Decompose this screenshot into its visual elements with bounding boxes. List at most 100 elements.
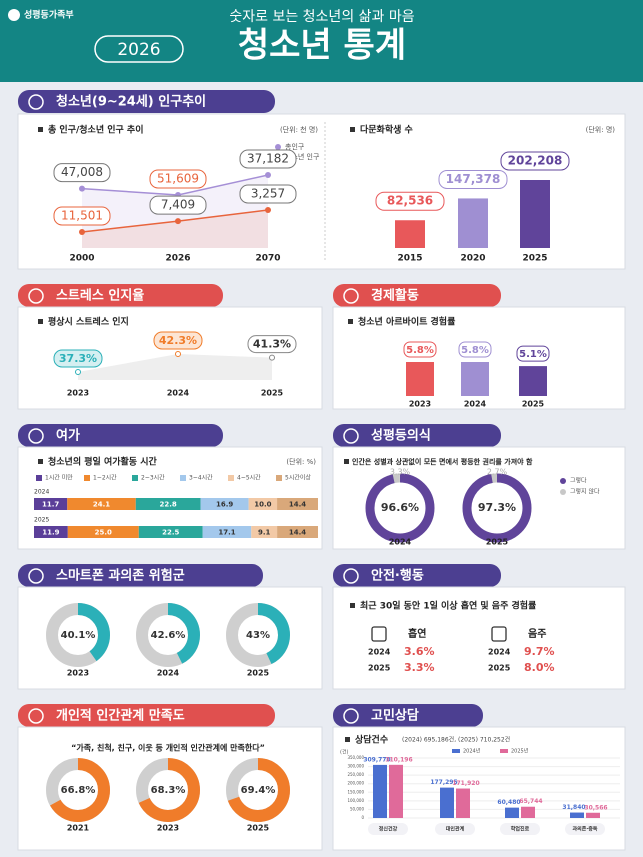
section-heading: 성평등의식 xyxy=(371,428,431,444)
value-label: 309,770 xyxy=(363,756,390,763)
section-heading-bg xyxy=(18,284,223,307)
row-label: 2024 xyxy=(368,648,391,657)
bar xyxy=(519,366,547,396)
x-tick-label: 대인관계 xyxy=(446,826,465,833)
year: 2026 xyxy=(117,40,160,60)
x-tick-label: 2025 xyxy=(486,538,509,547)
value-label: 5.1% xyxy=(519,349,547,360)
value-label: 3.6% xyxy=(404,645,435,658)
x-tick-label: 2023 xyxy=(67,669,89,678)
donut-segment xyxy=(136,758,200,822)
subtitle: 숫자로 보는 청소년의 삶과 마음 xyxy=(229,9,414,25)
x-tick-label: 2024 xyxy=(389,538,412,547)
panel xyxy=(332,586,626,690)
legend-label: 2024년 xyxy=(463,748,481,755)
legend-label: 5시간이상 xyxy=(285,474,311,482)
section-heading-bg xyxy=(18,90,275,113)
section-heading: 여가 xyxy=(56,428,80,444)
section-heading-bg xyxy=(333,564,501,587)
bar-segment xyxy=(138,526,203,538)
bar-segment xyxy=(277,498,318,510)
label: (단위: 천 명) xyxy=(280,125,318,134)
section-heading: 스마트폰 과의존 위험군 xyxy=(56,568,185,584)
value-label: 5.8% xyxy=(461,345,489,356)
bullet xyxy=(345,737,350,742)
bar xyxy=(395,220,425,248)
value-box xyxy=(458,341,492,358)
sub-title: 인간은 성별과 상관없이 모든 면에서 평등한 권리를 가져야 함 xyxy=(352,457,533,466)
x-tick-label: 2070 xyxy=(255,254,280,264)
header-band xyxy=(0,0,643,82)
donut-segment xyxy=(46,758,110,822)
row-label: 2024 xyxy=(34,489,49,496)
x-tick-label: 2025 xyxy=(247,824,270,833)
y-tick-label: 200,000 xyxy=(347,781,364,786)
value-box xyxy=(149,169,207,189)
value-label: 10.0 xyxy=(254,501,271,509)
section-heading: 고민상담 xyxy=(371,708,419,724)
bar xyxy=(461,362,489,396)
label: (단위: 명) xyxy=(586,125,616,134)
legend-swatch xyxy=(84,475,90,481)
value-label: 42.6% xyxy=(151,630,186,641)
label: (단위: %) xyxy=(286,457,316,466)
category-pill xyxy=(435,823,475,835)
y-tick-label: 300,000 xyxy=(347,764,364,769)
bullet xyxy=(344,459,349,464)
donut-segment xyxy=(136,603,200,667)
value-label: 177,295 xyxy=(430,779,457,786)
value-label: 14.4 xyxy=(289,529,306,537)
bar-segment xyxy=(67,498,136,510)
category-pill xyxy=(500,823,540,835)
value-label: 3.3% xyxy=(390,468,411,477)
x-tick-label: 2025 xyxy=(522,400,545,409)
bar xyxy=(586,812,600,818)
x-tick-label: 2024 xyxy=(157,669,180,678)
value-label: 47,008 xyxy=(61,165,103,179)
y-tick-label: 50,000 xyxy=(350,806,364,811)
bar xyxy=(406,362,434,396)
bar xyxy=(373,764,387,818)
value-label: 3.3% xyxy=(404,661,435,674)
x-tick-label: 학업진로 xyxy=(511,826,530,833)
bar-segment xyxy=(202,526,252,538)
value-label: 43% xyxy=(246,630,270,641)
section-icon xyxy=(28,568,44,584)
item-name: 음주 xyxy=(528,628,546,640)
legend-label: 2~3시간 xyxy=(141,474,165,482)
value-label: 69.4% xyxy=(241,785,276,796)
legend-label: 1시간 미만 xyxy=(45,474,73,482)
x-tick-label: 2025 xyxy=(522,254,547,264)
bar-segment xyxy=(67,526,139,538)
value-label: 147,378 xyxy=(446,172,501,186)
section-icon xyxy=(28,94,44,110)
bullet xyxy=(350,127,355,132)
value-label: 51,609 xyxy=(157,172,199,186)
bar-segment xyxy=(251,526,278,538)
x-tick-label: 2026 xyxy=(165,254,190,264)
bar xyxy=(570,812,584,818)
bar-segment xyxy=(200,498,249,510)
value-label: 11.9 xyxy=(42,529,59,537)
x-tick-label: 2023 xyxy=(409,400,431,409)
bar xyxy=(389,764,403,818)
bar xyxy=(521,806,535,818)
donut-segment xyxy=(462,473,532,543)
value-label: 37,182 xyxy=(247,152,289,166)
legend-swatch xyxy=(560,478,566,484)
bullet xyxy=(38,319,43,324)
row-label: 2024 xyxy=(488,648,511,657)
sub-title: 총 인구/청소년 인구 추이 xyxy=(48,124,144,136)
legend-label: 청소년 인구 xyxy=(285,152,320,161)
section-heading-bg xyxy=(333,284,501,307)
point xyxy=(265,172,271,178)
value-label: 2.7% xyxy=(487,468,508,477)
legend-swatch xyxy=(36,475,42,481)
section-heading-bg xyxy=(18,564,263,587)
category-pill xyxy=(368,823,408,835)
section-heading-bg xyxy=(18,424,223,447)
value-box xyxy=(403,341,437,358)
bullet xyxy=(348,319,353,324)
point xyxy=(79,229,85,235)
series-area xyxy=(82,210,268,248)
